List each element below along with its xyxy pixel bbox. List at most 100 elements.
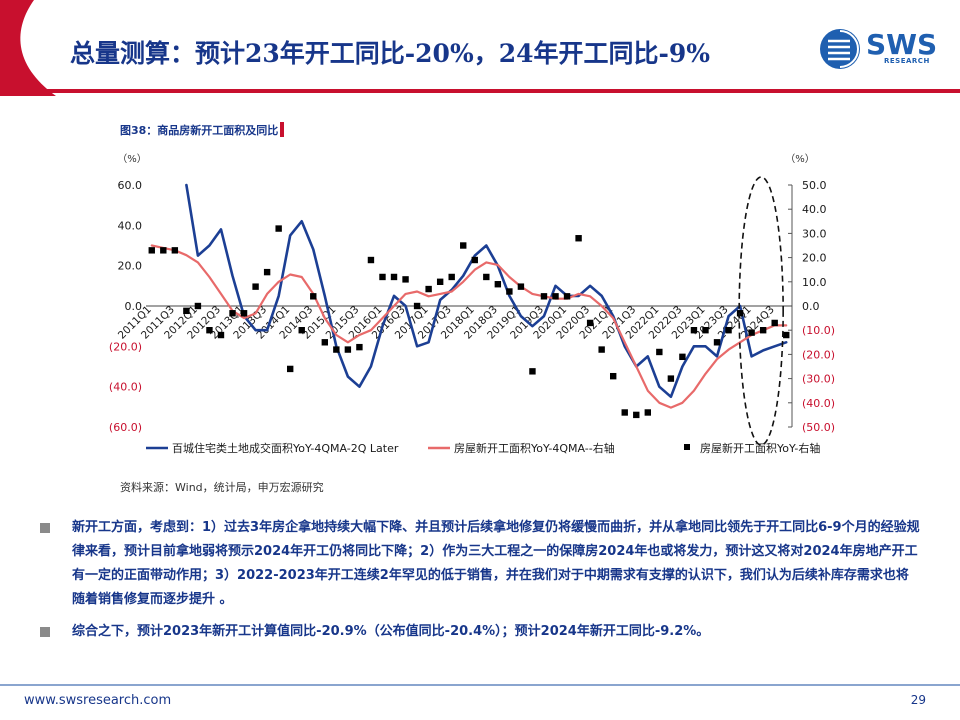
scatter-point — [379, 273, 386, 281]
scatter-point — [633, 411, 640, 419]
right-axis-tick-label: 10.0 — [802, 276, 827, 289]
scatter-point — [171, 247, 179, 254]
bullet-list: 新开工方面，考虑到：1）过去3年房企拿地持续大幅下降、并且预计后续拿地修复仍将缓… — [40, 516, 920, 644]
right-axis-tick-label: (10.0) — [802, 324, 835, 337]
right-axis-tick-label: 30.0 — [802, 227, 827, 240]
scatter-point — [506, 288, 513, 295]
left-axis-tick-label: 20.0 — [118, 260, 143, 273]
scatter-point — [759, 327, 767, 334]
scatter-point — [298, 327, 305, 334]
scatter-point — [448, 273, 455, 281]
scatter-point — [713, 339, 721, 346]
scatter-point — [183, 307, 190, 315]
scatter-point — [217, 331, 225, 339]
scatter-point — [563, 293, 571, 300]
sws-logo-icon — [820, 29, 860, 69]
left-axis-tick-label: 60.0 — [118, 179, 143, 192]
scatter-point — [494, 281, 502, 288]
scatter-point — [529, 368, 536, 375]
scatter-point — [275, 225, 282, 232]
scatter-point — [367, 256, 375, 264]
scatter-point — [240, 310, 248, 317]
title-bar: 总量测算：预计23年开工同比-20%，24年开工同比-9% SWS RESEAR… — [0, 0, 960, 96]
dual-axis-line-chart: （%） （%） 60.0 40.0 20.0 0.0 (20.0) (40.0) (60.0) 5… — [109, 153, 835, 455]
page-number: 29 — [910, 693, 926, 707]
scatter-point — [609, 372, 617, 380]
right-axis-tick-label: 40.0 — [802, 203, 827, 216]
legend-label: 房屋新开工面积YoY-4QMA--右轴 — [454, 441, 615, 455]
left-axis-tick-label: (40.0) — [109, 381, 142, 394]
right-axis-tick-label: (40.0) — [802, 397, 835, 410]
scatter-point — [286, 365, 294, 373]
figure-source: 资料来源：Wind，统计局，申万宏源研究 — [120, 481, 324, 494]
scatter-point — [702, 327, 709, 334]
scatter-point — [783, 331, 790, 339]
series-line-1 — [185, 183, 788, 399]
scatter-point — [390, 273, 398, 281]
page-title: 总量测算：预计23年开工同比-20%，24年开工同比-9% — [70, 39, 711, 68]
scatter-point — [644, 409, 652, 416]
bullet-item: 综合之下，预计2023年新开工计算值同比-20.9%（公布值同比-20.4%）；… — [40, 620, 920, 644]
right-axis-unit: （%） — [785, 153, 815, 165]
legend-label: 房屋新开工面积YoY-右轴 — [700, 441, 820, 455]
scatter-point — [160, 247, 167, 254]
scatter-point — [310, 293, 317, 300]
figure-caption: 图38：商品房新开工面积及同比 — [120, 122, 285, 138]
scatter-point — [263, 268, 271, 276]
left-axis-tick-label: (20.0) — [109, 340, 142, 353]
scatter-point — [690, 327, 698, 334]
scatter-point — [517, 283, 525, 290]
scatter-point — [667, 375, 675, 382]
scatter-point — [460, 242, 467, 249]
scatter-point — [552, 293, 559, 300]
scatter-point — [206, 327, 213, 334]
series-line-2 — [150, 244, 788, 409]
scatter-point — [748, 329, 755, 336]
scatter-point — [333, 346, 340, 353]
scatter-point — [344, 346, 352, 353]
scatter-point — [471, 256, 478, 264]
scatter-point — [229, 310, 236, 317]
left-axis-tick-label: 40.0 — [118, 219, 143, 232]
scatter-point — [725, 327, 732, 334]
footer-url[interactable]: www.swsresearch.com — [24, 693, 172, 708]
right-axis-tick-label: (30.0) — [802, 373, 835, 386]
scatter-point — [771, 319, 778, 327]
footer-divider — [0, 684, 960, 686]
figure-caption-text: 图38：商品房新开工面积及同比 — [120, 124, 279, 137]
logo-subtext: RESEARCH — [884, 57, 930, 65]
legend-label: 百城住宅类土地成交面积YoY-4QMA-2Q Later — [172, 441, 399, 455]
logo-text: SWS — [866, 28, 938, 61]
scatter-point — [425, 285, 432, 293]
sws-logo: SWS RESEARCH — [818, 27, 938, 71]
right-axis-tick-label: 20.0 — [802, 252, 827, 265]
bullet-text: 综合之下，预计2023年新开工计算值同比-20.9%（公布值同比-20.4%）；… — [72, 624, 710, 639]
right-axis-tick-label: (50.0) — [802, 421, 835, 434]
scatter-point — [586, 319, 594, 327]
header-decoration — [0, 0, 60, 96]
scatter-point — [598, 346, 605, 353]
caption-marker — [280, 122, 285, 137]
legend-swatch-marker — [684, 444, 690, 450]
scatter-point — [575, 235, 582, 242]
bullet-square-icon — [40, 523, 50, 533]
scatter-point — [194, 302, 202, 310]
scatter-point — [483, 273, 490, 281]
left-axis-unit: （%） — [117, 153, 147, 165]
left-axis-tick-label: (60.0) — [109, 421, 142, 434]
bullet-square-icon — [40, 627, 50, 637]
highlight-ellipse — [738, 176, 784, 446]
bullet-item: 新开工方面，考虑到：1）过去3年房企拿地持续大幅下降、并且预计后续拿地修复仍将缓… — [40, 516, 920, 612]
scatter-point — [656, 348, 663, 356]
scatter-point — [736, 310, 744, 317]
scatter-point — [356, 343, 363, 351]
bullet-text: 新开工方面，考虑到：1）过去3年房企拿地持续大幅下降、并且预计后续拿地修复仍将缓… — [72, 520, 920, 607]
scatter-point — [679, 353, 686, 361]
scatter-point — [413, 302, 421, 310]
scatter-point — [436, 278, 444, 285]
left-axis-tick-label: 0.0 — [125, 300, 143, 313]
right-axis-tick-label: 50.0 — [802, 179, 827, 192]
scatter-point — [540, 293, 548, 300]
scatter-point — [402, 276, 409, 283]
title-underline — [46, 89, 960, 93]
